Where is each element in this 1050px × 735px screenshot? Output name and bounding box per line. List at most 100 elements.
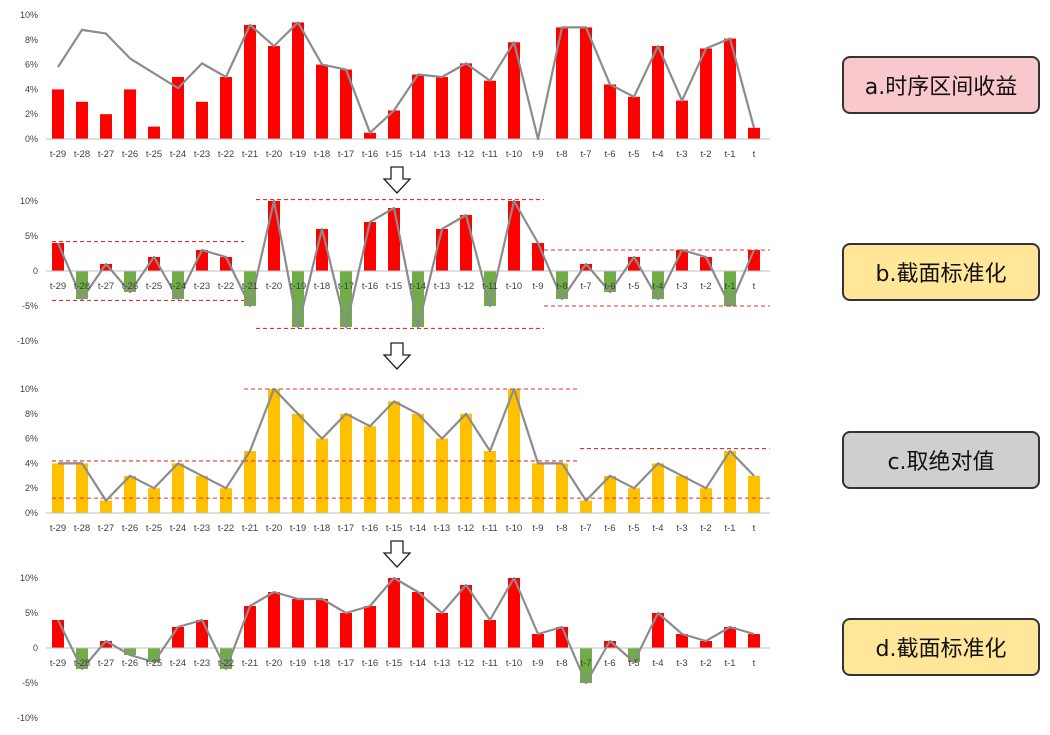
bar — [412, 271, 424, 327]
y-tick-label: -10% — [17, 713, 38, 723]
x-tick-label: t-19 — [290, 658, 306, 669]
x-tick-label: t-20 — [266, 523, 282, 534]
bar — [316, 438, 328, 513]
y-tick-label: 10% — [20, 10, 38, 20]
bar — [508, 201, 520, 271]
bar — [580, 500, 592, 513]
bar — [124, 475, 136, 513]
x-tick-label: t-26 — [122, 523, 138, 534]
x-tick-label: t-13 — [434, 658, 450, 669]
x-tick-label: t-8 — [556, 281, 567, 292]
x-tick-label: t-29 — [50, 658, 66, 669]
x-tick-label: t-16 — [362, 658, 378, 669]
x-tick-label: t-6 — [604, 523, 615, 534]
y-tick-label: 8% — [25, 409, 38, 419]
bar — [508, 578, 520, 648]
x-tick-label: t-20 — [266, 658, 282, 669]
y-tick-label: 0 — [33, 643, 38, 653]
x-tick-label: t-16 — [362, 281, 378, 292]
bar — [652, 613, 664, 648]
x-tick-label: t-24 — [170, 149, 186, 160]
x-tick-label: t-17 — [338, 658, 354, 669]
arrows-group — [382, 166, 412, 568]
bar — [244, 451, 256, 513]
x-tick-label: t-28 — [74, 281, 90, 292]
x-tick-label: t — [753, 281, 756, 292]
bar — [148, 126, 160, 139]
bar — [532, 634, 544, 648]
bar — [76, 101, 88, 139]
bar — [652, 46, 664, 139]
x-tick-label: t — [753, 523, 756, 534]
x-tick-label: t-15 — [386, 149, 402, 160]
bar — [52, 243, 64, 271]
bar — [604, 641, 616, 648]
x-tick-label: t-17 — [338, 281, 354, 292]
x-tick-label: t-23 — [194, 658, 210, 669]
y-tick-label: 0% — [25, 134, 38, 144]
x-tick-label: t-27 — [98, 281, 114, 292]
x-tick-label: t-9 — [532, 281, 543, 292]
y-tick-label: -5% — [22, 301, 38, 311]
bar — [196, 101, 208, 139]
bar — [700, 641, 712, 648]
x-tick-label: t-22 — [218, 523, 234, 534]
bar — [460, 413, 472, 513]
x-tick-label: t-18 — [314, 281, 330, 292]
x-tick-label: t-19 — [290, 523, 306, 534]
series-line — [58, 387, 755, 502]
x-tick-label: t-27 — [98, 658, 114, 669]
bar — [388, 578, 400, 648]
bar — [292, 271, 304, 327]
x-tick-label: t — [753, 149, 756, 160]
bar — [676, 475, 688, 513]
charts-group: 0% 2% 4% 6% 8% 10% t-29 t-28 t-27 t-26 t-25 t-24 t-2… — [17, 10, 770, 723]
bar — [436, 438, 448, 513]
bar — [532, 243, 544, 271]
x-tick-label: t-10 — [506, 658, 522, 669]
y-tick-label: 8% — [25, 35, 38, 45]
x-tick-label: t-1 — [724, 281, 735, 292]
x-tick-label: t-19 — [290, 149, 306, 160]
bar — [244, 24, 256, 140]
bar — [364, 426, 376, 513]
x-tick-label: t-24 — [170, 658, 186, 669]
x-tick-label: t-14 — [410, 281, 426, 292]
y-tick-label: 0% — [25, 508, 38, 518]
series-line — [57, 576, 755, 685]
bar — [292, 22, 304, 139]
y-tick-label: 4% — [25, 458, 38, 468]
x-tick-label: t-25 — [146, 281, 162, 292]
bar — [388, 401, 400, 513]
y-tick-label: 6% — [25, 60, 38, 70]
x-tick-label: t-17 — [338, 523, 354, 534]
x-tick-label: t-26 — [122, 149, 138, 160]
x-tick-label: t-5 — [628, 658, 639, 669]
x-tick-label: t-8 — [556, 149, 567, 160]
bar — [268, 201, 280, 271]
x-tick-label: t-2 — [700, 523, 711, 534]
x-tick-label: t-5 — [628, 281, 639, 292]
bar — [604, 84, 616, 139]
chart-2: -10% -5% 0 5% 10% t-29 t-28 t-27 t-26 t-25 t-24 t-2… — [17, 196, 770, 346]
x-tick-label: t-5 — [628, 149, 639, 160]
x-tick-label: t-1 — [724, 658, 735, 669]
bar — [700, 257, 712, 271]
bar — [604, 475, 616, 513]
x-tick-label: t-2 — [700, 658, 711, 669]
x-tick-label: t-29 — [50, 281, 66, 292]
x-tick-label: t-23 — [194, 149, 210, 160]
x-tick-label: t-16 — [362, 149, 378, 160]
x-tick-label: t-12 — [458, 281, 474, 292]
bar — [196, 620, 208, 648]
down-arrow-icon — [382, 166, 412, 194]
x-tick-label: t-6 — [604, 281, 615, 292]
bar — [124, 89, 136, 139]
x-tick-label: t-2 — [700, 281, 711, 292]
bar — [52, 89, 64, 139]
x-tick-label: t-4 — [652, 281, 663, 292]
step-label-b: b.截面标准化 — [842, 243, 1040, 301]
x-tick-label: t-3 — [676, 281, 687, 292]
x-tick-label: t-17 — [338, 149, 354, 160]
